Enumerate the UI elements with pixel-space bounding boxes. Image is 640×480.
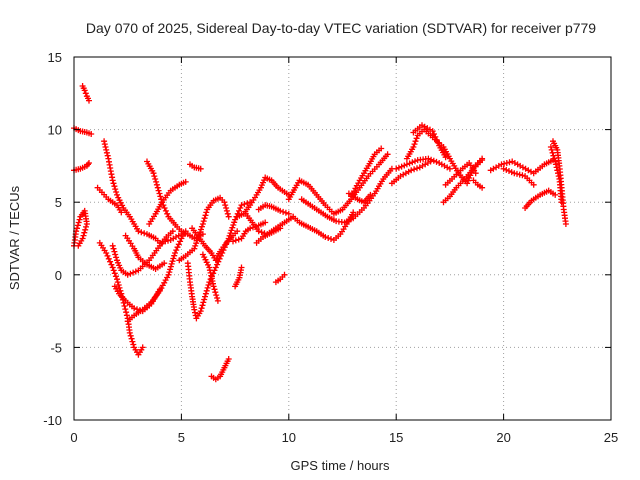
series-markers	[298, 165, 395, 226]
series-track-38	[442, 160, 479, 188]
y-axis: -10 -5 0 5 10 15	[43, 50, 611, 428]
series-markers	[547, 144, 565, 206]
series-track-12	[144, 158, 185, 235]
y-tick-label: -5	[50, 340, 62, 355]
series-markers	[176, 194, 232, 264]
grid	[74, 57, 611, 420]
x-tick-label: 25	[604, 430, 618, 445]
series-markers	[208, 356, 232, 383]
series-markers	[79, 83, 92, 104]
x-tick-label: 15	[389, 430, 403, 445]
series-markers	[253, 225, 284, 246]
series-track-36	[410, 122, 449, 161]
series-track-30	[298, 165, 395, 226]
series-track-06	[94, 184, 125, 216]
x-tick-label: 5	[178, 430, 185, 445]
series-markers	[487, 157, 556, 177]
series-track-15	[184, 199, 254, 322]
series-track-44	[547, 144, 565, 206]
series-track-16	[187, 161, 204, 172]
series-markers	[232, 264, 245, 290]
y-tick-label: -10	[43, 413, 62, 428]
series-track-25	[253, 225, 284, 246]
series-markers	[146, 178, 189, 227]
x-tick-label: 20	[496, 430, 510, 445]
x-tick-label: 0	[70, 430, 77, 445]
x-tick-label: 10	[282, 430, 296, 445]
series-markers	[109, 228, 176, 278]
series-track-40	[487, 157, 556, 177]
y-tick-label: 0	[55, 268, 62, 283]
series-track-26	[272, 271, 288, 286]
series-markers	[122, 232, 168, 272]
chart-title: Day 070 of 2025, Sidereal Day-to-day VTE…	[86, 20, 596, 36]
y-tick-label: 10	[48, 123, 62, 138]
series-markers	[470, 177, 486, 191]
y-axis-label: SDTVAR / TECUs	[7, 185, 22, 290]
plot-frame	[73, 56, 612, 421]
series-markers	[285, 151, 391, 217]
series-markers	[410, 122, 449, 161]
series-track-33	[393, 155, 453, 172]
x-axis: 0 5 10 15 20 25	[70, 57, 618, 445]
y-tick-label: 15	[48, 50, 62, 65]
series-markers	[348, 145, 385, 200]
series-track-01	[79, 83, 92, 104]
series-markers	[255, 202, 292, 217]
series-markers	[187, 161, 204, 172]
series-markers	[124, 228, 189, 325]
series-markers	[199, 251, 221, 304]
y-tick-label: 5	[55, 195, 62, 210]
series-markers	[101, 138, 185, 246]
series-markers	[442, 160, 479, 188]
x-axis-label: GPS time / hours	[291, 458, 390, 473]
series-track-08	[109, 228, 176, 278]
series-track-41	[500, 165, 537, 188]
series-markers	[184, 199, 254, 322]
series-track-18	[176, 194, 232, 264]
series-markers	[500, 165, 537, 188]
series-track-11	[122, 232, 168, 272]
series-markers	[144, 158, 185, 235]
series-track-35	[388, 158, 434, 187]
series-track-10	[124, 228, 189, 325]
series-track-21	[232, 264, 245, 290]
series-track-39	[470, 177, 486, 191]
series-markers	[272, 271, 288, 286]
series-track-42	[522, 187, 559, 211]
series-markers	[393, 155, 453, 172]
series-track-20	[208, 356, 232, 383]
series-markers	[94, 184, 125, 216]
series-track-32	[348, 145, 385, 200]
series-markers	[388, 158, 434, 187]
series-track-05	[101, 138, 185, 246]
series-track-19	[199, 251, 221, 304]
series-markers	[522, 187, 559, 211]
series-track-13	[146, 178, 189, 227]
series-track-27	[255, 202, 292, 217]
data-points	[71, 83, 569, 383]
series-track-28	[285, 151, 391, 217]
